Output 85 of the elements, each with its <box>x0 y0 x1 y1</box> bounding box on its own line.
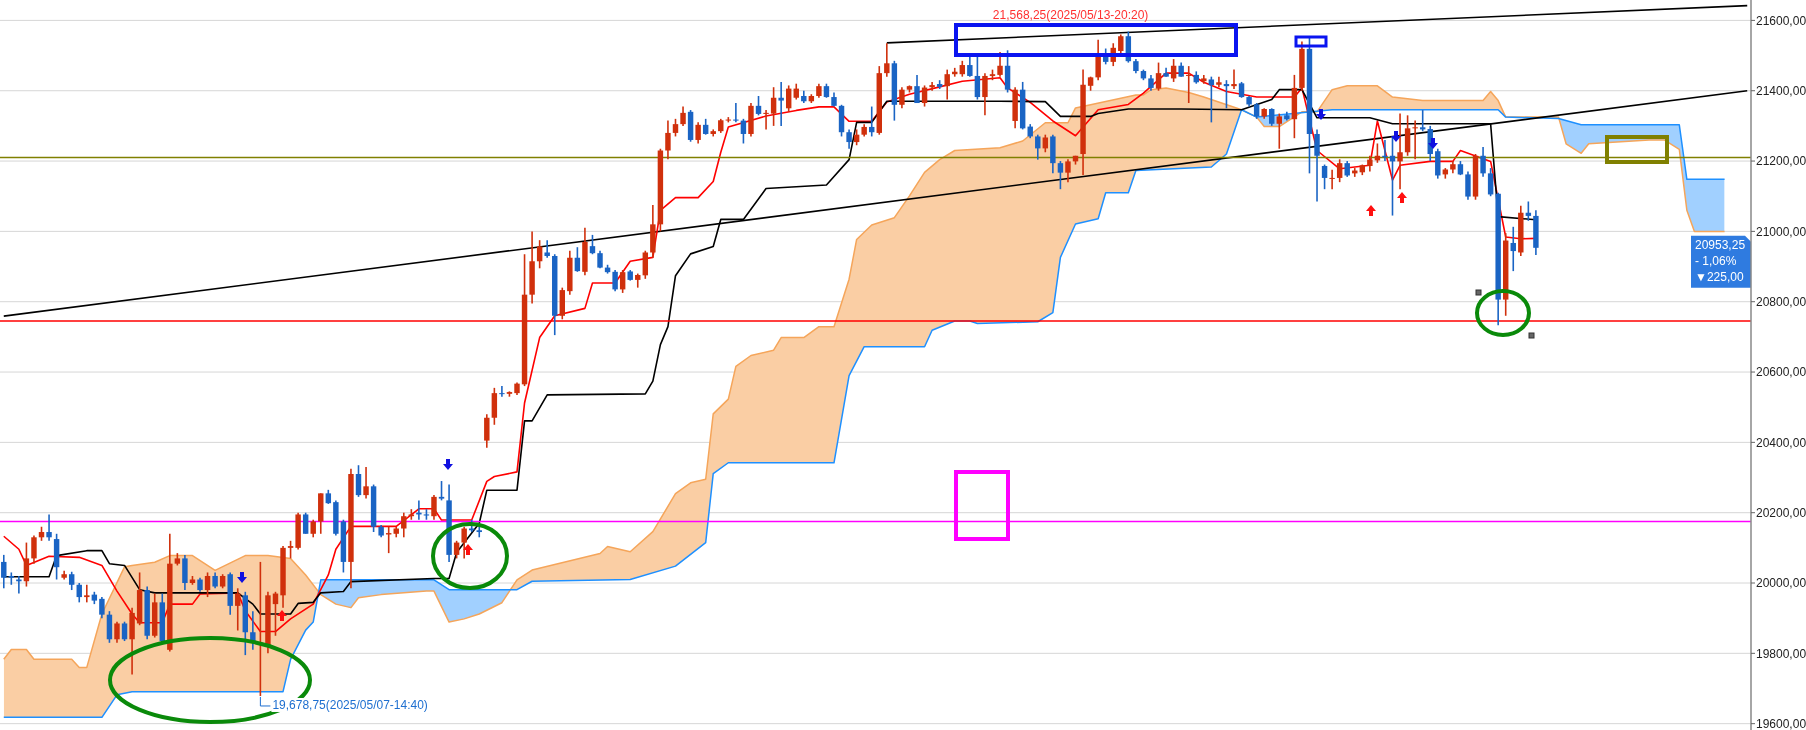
candlestick <box>1336 158 1343 183</box>
y-tick-label: 19800,00 <box>1756 646 1806 661</box>
candlestick <box>1057 160 1064 190</box>
y-tick-label: 21600,00 <box>1756 13 1806 28</box>
candlestick <box>1 554 7 590</box>
candlestick <box>1095 38 1101 81</box>
candlestick <box>1419 109 1426 132</box>
y-tick-label: 19600,00 <box>1756 716 1806 730</box>
candlestick <box>589 234 596 256</box>
candlestick <box>944 68 950 101</box>
candlestick <box>355 464 362 498</box>
annotation: - 1,06% <box>1695 253 1737 268</box>
candlestick <box>302 511 309 535</box>
candlestick <box>544 239 550 259</box>
candlestick <box>733 102 739 124</box>
candlestick <box>114 620 120 644</box>
candlestick <box>619 269 626 294</box>
candlestick <box>23 541 30 588</box>
candlestick <box>499 385 505 398</box>
candlestick <box>755 95 762 117</box>
candlestick <box>204 571 211 598</box>
candlestick <box>612 269 618 292</box>
candlestick <box>982 72 988 117</box>
candlestick <box>929 81 935 92</box>
candlestick <box>68 570 75 591</box>
candlestick <box>99 596 105 619</box>
candlestick <box>1065 158 1071 183</box>
candlestick <box>1487 167 1494 198</box>
candlestick <box>1397 112 1403 190</box>
candlestick <box>1208 75 1215 124</box>
candlestick <box>250 610 256 651</box>
candlestick <box>1276 112 1282 150</box>
candlestick <box>1321 163 1328 190</box>
candlestick <box>914 74 920 104</box>
candlestick <box>461 525 467 560</box>
y-tick-label: 21200,00 <box>1756 154 1806 169</box>
candlestick <box>1118 33 1124 55</box>
y-tick-label: 20600,00 <box>1756 365 1806 380</box>
candlestick <box>431 494 437 521</box>
candlestick <box>680 105 686 127</box>
candlestick <box>1510 226 1516 272</box>
candlestick <box>31 534 37 565</box>
candlestick <box>235 587 241 632</box>
candlestick <box>438 480 445 502</box>
candlestick <box>1035 133 1041 161</box>
annotation: 19,678,75(2025/05/07-14:40) <box>272 697 428 712</box>
candlestick <box>1004 49 1011 94</box>
candlestick <box>884 42 890 78</box>
candlestick <box>695 121 701 145</box>
candlestick <box>1465 170 1471 201</box>
candlestick <box>997 51 1003 78</box>
candlestick <box>76 582 82 604</box>
y-tick-label: 20000,00 <box>1756 576 1806 591</box>
candlestick <box>846 128 852 150</box>
candlestick <box>763 109 769 131</box>
candlestick <box>1412 119 1418 161</box>
candlestick <box>1314 128 1320 203</box>
candlestick <box>665 119 671 161</box>
candlestick <box>770 86 777 127</box>
candlestick <box>401 511 407 539</box>
candlestick <box>1480 146 1486 178</box>
y-tick-label: 21000,00 <box>1756 224 1806 239</box>
candlestick <box>121 620 128 642</box>
y-tick-label: 20800,00 <box>1756 294 1806 309</box>
candlestick <box>1155 61 1162 92</box>
y-tick-label: 20200,00 <box>1756 505 1806 520</box>
candlestick <box>363 466 369 500</box>
y-tick-label: 20400,00 <box>1756 435 1806 450</box>
candlestick <box>1404 114 1411 157</box>
candlestick <box>84 583 90 604</box>
candlestick <box>46 513 52 542</box>
candlestick <box>536 239 543 270</box>
candlestick <box>476 525 482 539</box>
candlestick <box>1231 68 1237 90</box>
annotation: ▼225,00 <box>1695 269 1744 284</box>
candlestick <box>642 249 649 280</box>
candlestick <box>1329 169 1335 190</box>
candlestick <box>778 81 784 127</box>
candlestick <box>484 413 490 449</box>
y-tick-label: 21400,00 <box>1756 83 1806 98</box>
annotation: 21,568,25(2025/05/13-20:20) <box>992 7 1149 22</box>
candlestick <box>899 86 905 110</box>
candlestick <box>16 575 22 595</box>
candlestick <box>1223 79 1230 110</box>
annotation: 20953,25 <box>1695 237 1746 252</box>
